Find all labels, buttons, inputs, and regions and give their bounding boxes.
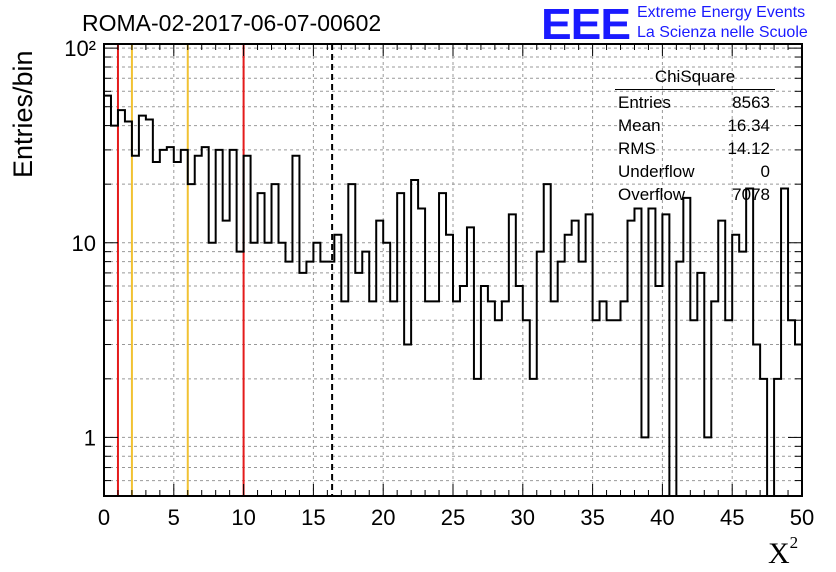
x-tick-label: 5 [168,505,180,530]
x-tick-label: 45 [720,505,744,530]
stats-box: ChiSquare Entries 8563 Mean 16.34 RMS 14.12… [612,67,778,208]
y-axis-label: Entries/bin [8,50,38,178]
eee-logo: EEE [541,0,631,49]
stats-value: 0 [760,162,770,181]
stats-row: RMS 14.12 [612,139,778,162]
stats-value: 16.34 [727,116,770,135]
plot-title: ROMA-02-2017-06-07-00602 [82,10,382,36]
x-tick-label: 15 [301,505,325,530]
x-tick-label: 0 [98,505,110,530]
stats-row: Underflow 0 [612,162,778,185]
y-tick-label: 10² [64,36,96,61]
stats-label: Underflow [618,162,695,181]
y-tick-label: 10 [72,231,96,256]
stats-value: 8563 [732,93,770,112]
x-tick-label: 20 [371,505,395,530]
x-tick-label: 25 [441,505,465,530]
x-tick-label: 35 [580,505,604,530]
histogram-series [104,94,802,497]
y-tick-label: 1 [84,425,96,450]
x-tick-label: 10 [231,505,255,530]
x-tick-label: 50 [790,505,814,530]
tick-layer: 0 5 10 15 20 25 30 35 40 45 50 1 10 10² [64,36,814,530]
stats-label: Overflow [618,185,686,204]
x-tick-label: 40 [650,505,674,530]
x-axis-label: X2 [768,533,799,570]
x-tick-label: 30 [511,505,535,530]
stats-value: 14.12 [727,139,770,158]
stats-label: Mean [618,116,661,135]
stats-title: ChiSquare [615,67,775,90]
logo-line-2: La Scienza nelle Scuole [637,24,808,41]
stats-label: Entries [618,93,671,112]
logo-line-1: Extreme Energy Events [637,4,806,21]
stats-value: 7078 [732,185,770,204]
stats-label: RMS [618,139,656,158]
stats-row: Entries 8563 [612,93,778,116]
stats-row: Overflow 7078 [612,185,778,208]
stats-row: Mean 16.34 [612,116,778,139]
